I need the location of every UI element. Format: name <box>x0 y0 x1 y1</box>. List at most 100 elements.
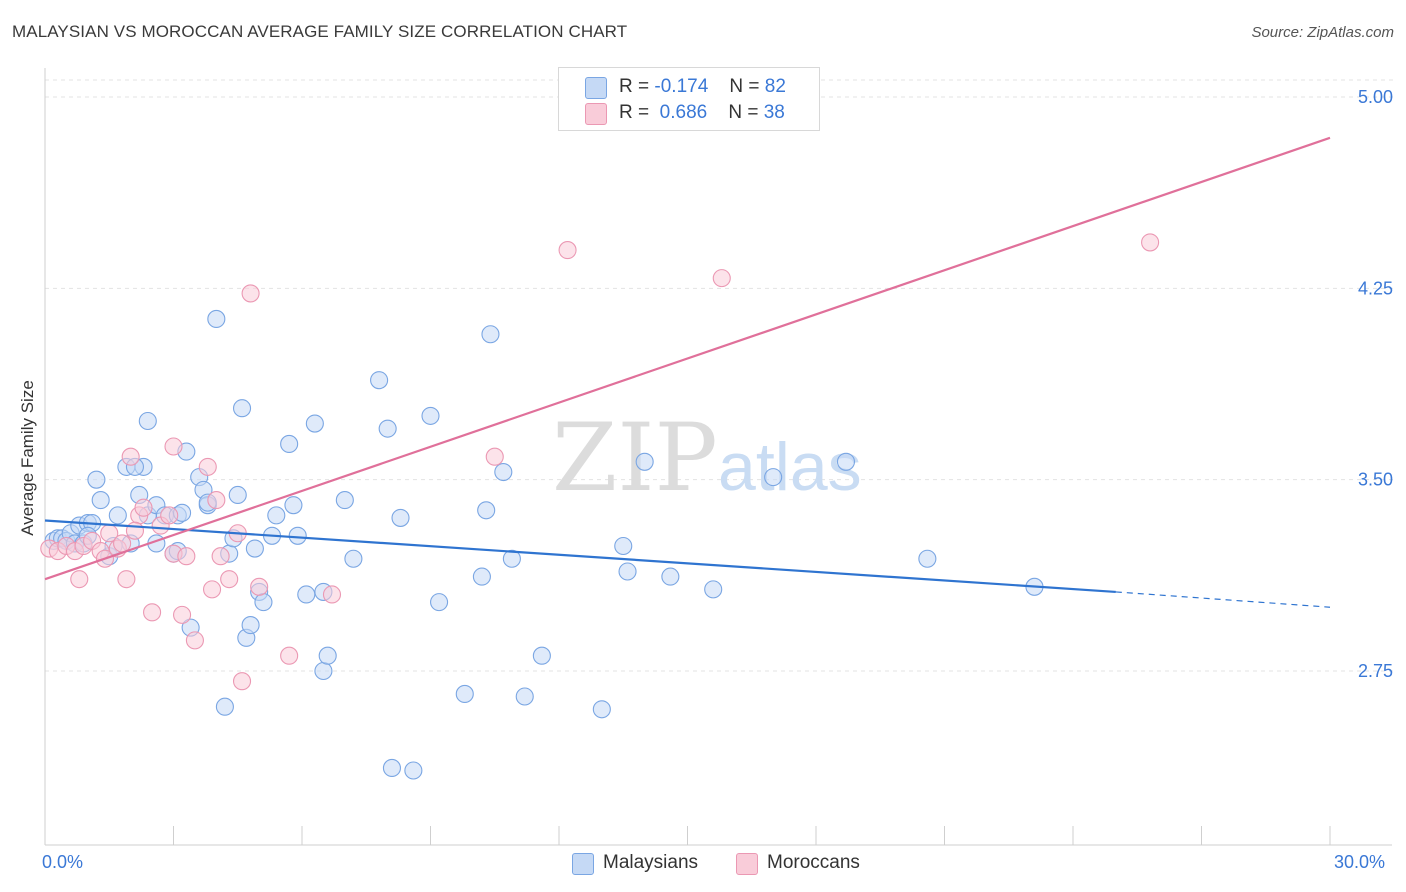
malaysians-point-78 <box>661 567 680 586</box>
legend-swatch-blue <box>585 77 607 99</box>
malaysians-point-82 <box>918 549 937 568</box>
malaysians-point-52 <box>297 585 316 604</box>
malaysians-point-76 <box>618 562 637 581</box>
malaysians-point-74 <box>592 700 611 719</box>
malaysians-point-69 <box>481 325 500 344</box>
malaysians-trend-extension <box>1115 591 1331 608</box>
moroccans-point-35 <box>322 585 342 604</box>
legend-n-label: N = <box>728 102 759 123</box>
trend-lines <box>44 136 1331 608</box>
legend-r-value: -0.174 <box>654 76 709 97</box>
moroccans-point-29 <box>220 570 239 589</box>
malaysians-point-64 <box>421 406 440 425</box>
moroccans-point-15 <box>125 521 144 540</box>
malaysians-point-81 <box>836 452 856 471</box>
moroccans-point-38 <box>712 269 731 288</box>
moroccans-point-25 <box>198 457 217 476</box>
y-tick-label-3: 5.00 <box>1358 87 1393 107</box>
grid-lines <box>45 79 1395 672</box>
malaysians-point-51 <box>288 526 307 545</box>
malaysians-point-54 <box>314 661 333 681</box>
malaysians-point-11 <box>91 491 110 510</box>
malaysians-point-56 <box>318 646 337 665</box>
moroccans-point-13 <box>121 447 140 466</box>
malaysians-point-72 <box>515 687 534 706</box>
malaysians-point-58 <box>344 549 363 568</box>
malaysians-legend-label: Malaysians <box>603 852 699 873</box>
moroccans-point-16 <box>134 498 153 517</box>
moroccans-point-17 <box>143 603 162 622</box>
watermark: ZIP atlas <box>552 404 862 513</box>
malaysians-point-40 <box>228 485 247 505</box>
malaysians-point-53 <box>305 414 324 433</box>
chart-source: Source: ZipAtlas.com <box>1251 24 1394 41</box>
malaysians-point-73 <box>532 646 551 665</box>
malaysians-point-46 <box>254 593 273 612</box>
chart-title: MALAYSIAN VS MOROCCAN AVERAGE FAMILY SIZ… <box>12 22 628 41</box>
malaysians-points <box>44 309 1044 780</box>
malaysians-point-59 <box>370 371 389 390</box>
legend-swatch-pink <box>585 103 607 125</box>
y-axis-label: Average Family Size <box>18 380 37 536</box>
watermark-zip: ZIP <box>552 404 718 513</box>
moroccans-point-12 <box>117 570 136 589</box>
moroccans-point-39 <box>1141 233 1160 252</box>
malaysians-point-37 <box>215 697 234 716</box>
moroccans-point-28 <box>211 547 230 566</box>
y-tick-label-1: 3.50 <box>1358 470 1393 490</box>
moroccans-point-37 <box>558 241 577 260</box>
malaysians-point-44 <box>245 539 264 558</box>
moroccans-point-19 <box>160 506 179 525</box>
axes <box>44 68 1392 846</box>
malaysians-point-50 <box>284 496 303 515</box>
moroccans-point-33 <box>250 577 269 596</box>
malaysians-point-66 <box>455 684 474 704</box>
y-tick-label-0: 2.75 <box>1358 661 1393 681</box>
malaysians-swatch <box>572 853 594 875</box>
moroccans-point-20 <box>164 437 183 456</box>
y-tick-labels: 2.75 3.50 4.25 5.00 <box>1358 87 1393 681</box>
malaysians-point-68 <box>477 501 496 520</box>
malaysians-point-57 <box>335 491 354 510</box>
malaysians-point-41 <box>232 399 252 418</box>
moroccans-point-23 <box>177 547 196 566</box>
malaysians-point-71 <box>502 549 521 568</box>
malaysians-point-15 <box>108 506 127 525</box>
malaysians-point-48 <box>267 506 286 525</box>
moroccans-point-34 <box>280 646 299 665</box>
moroccans-point-26 <box>203 580 222 599</box>
correlation-legend: R = -0.174 N = 82 R = 0.686 N = 38 <box>558 67 820 131</box>
malaysians-point-49 <box>280 434 299 454</box>
legend-n-value: 82 <box>764 76 786 97</box>
moroccans-point-32 <box>241 284 260 303</box>
malaysians-point-75 <box>614 536 633 556</box>
legend-r-value: 0.686 <box>654 102 708 123</box>
legend-r-label: R = <box>619 76 650 97</box>
malaysians-point-43 <box>241 616 260 635</box>
malaysians-point-60 <box>378 419 397 438</box>
moroccans-point-11 <box>113 534 132 553</box>
moroccans-point-24 <box>185 631 204 650</box>
malaysians-point-61 <box>391 508 410 527</box>
moroccans-point-22 <box>173 605 192 624</box>
moroccans-trend-line <box>44 136 1331 581</box>
x-tick-label-min: 0.0% <box>42 852 84 872</box>
malaysians-trend-line <box>44 519 1116 594</box>
malaysians-point-22 <box>138 411 157 431</box>
moroccans-points <box>40 233 1160 691</box>
moroccans-point-6 <box>70 570 89 589</box>
moroccans-point-31 <box>232 672 252 691</box>
moroccans-point-36 <box>485 447 504 466</box>
legend-r-label: R = <box>619 102 650 123</box>
watermark-atlas: atlas <box>718 429 862 505</box>
x-tick-label-max: 30.0% <box>1334 852 1386 872</box>
legend-n-value: 38 <box>763 102 785 123</box>
malaysians-point-67 <box>472 567 491 586</box>
y-tick-label-2: 4.25 <box>1358 278 1393 298</box>
malaysians-point-62 <box>382 758 402 777</box>
malaysians-point-36 <box>207 309 226 328</box>
malaysians-point-70 <box>494 462 513 482</box>
legend-n-label: N = <box>729 76 760 97</box>
moroccans-point-27 <box>207 491 226 510</box>
